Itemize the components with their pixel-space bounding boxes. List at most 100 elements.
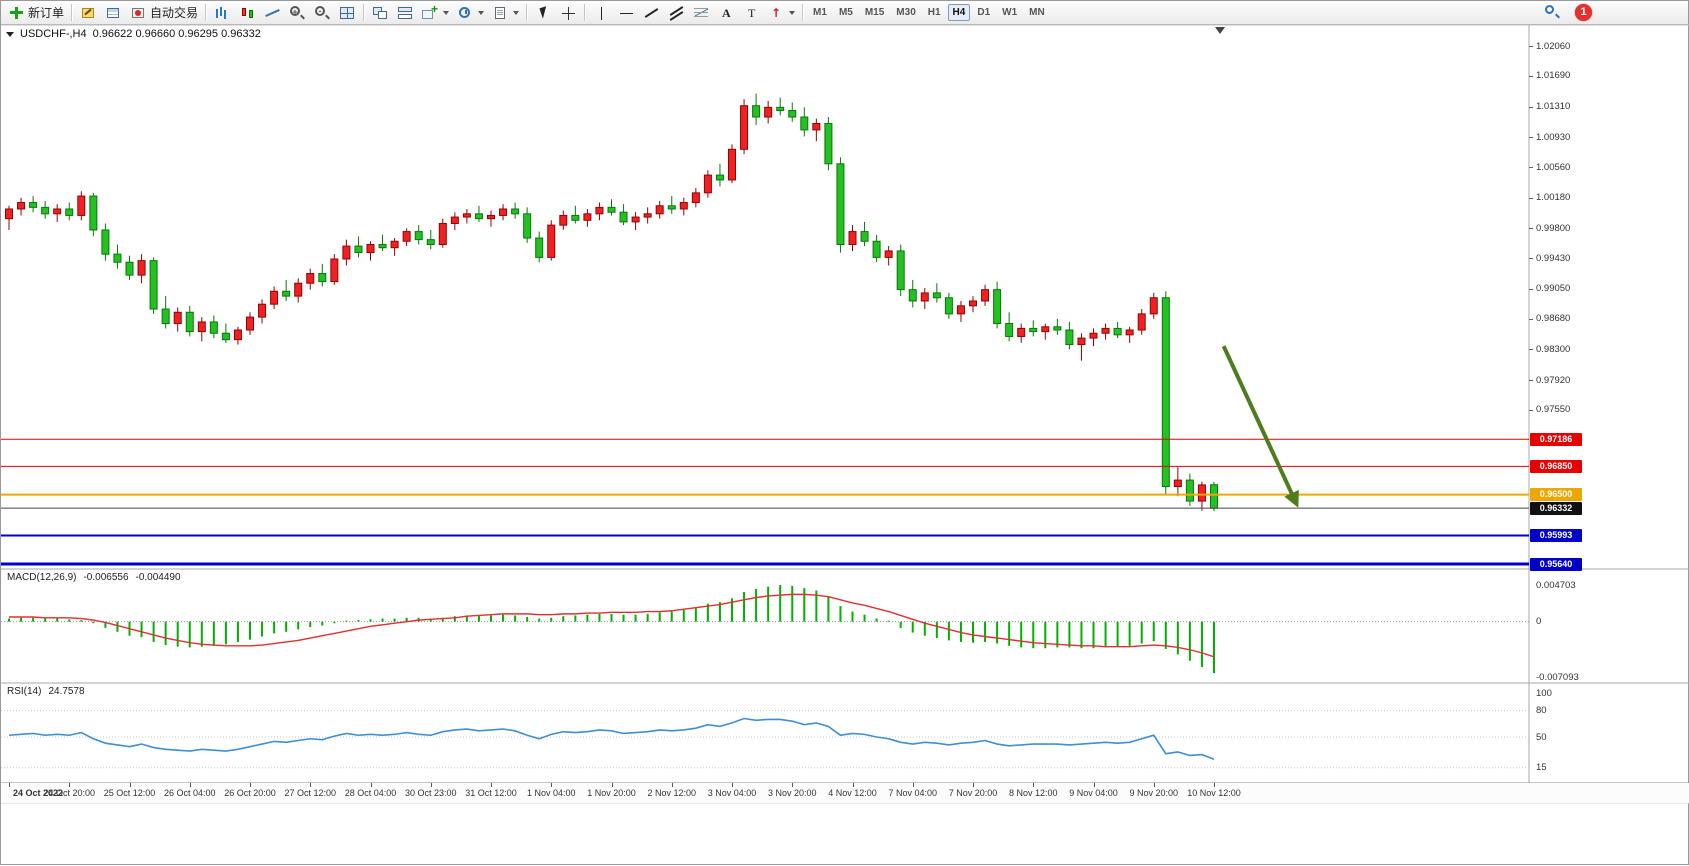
candle [679, 202, 688, 210]
bar-chart-button[interactable] [211, 3, 234, 23]
add-indicator-button[interactable] [419, 3, 452, 23]
time-axis-tick [370, 783, 372, 787]
candle [125, 261, 134, 276]
candle [812, 122, 821, 131]
templates-dropdown-icon[interactable] [513, 10, 520, 15]
add-indicator-dropdown-icon[interactable] [443, 10, 450, 15]
horizontal-line-tool-button[interactable] [615, 3, 638, 23]
timeframe-m30-button[interactable]: M30 [891, 4, 920, 21]
toolbar-separator [205, 4, 208, 21]
timeframe-m1-button[interactable]: M1 [808, 4, 832, 21]
trendline-tool-button[interactable] [640, 3, 663, 23]
timeframe-h4-button[interactable]: H4 [947, 4, 971, 21]
text-tool-button[interactable] [715, 3, 738, 23]
candle [209, 321, 218, 334]
period-selector-button[interactable] [454, 3, 487, 23]
candle [282, 290, 291, 297]
vertical-line-tool-button[interactable] [590, 3, 613, 23]
time-axis-tick [69, 783, 71, 787]
trend-arrow-annotation[interactable] [1221, 345, 1299, 508]
cascade-windows-button[interactable] [369, 3, 392, 23]
price-axis-tick [1529, 409, 1533, 411]
price-axis-tick [1529, 106, 1533, 108]
rsi-label: RSI(14) [7, 686, 42, 697]
time-axis-label: 8 Nov 12:00 [1008, 788, 1058, 798]
cursor-tool-button[interactable] [532, 3, 555, 23]
zoom-out-button[interactable] [311, 3, 334, 23]
time-axis-label: 26 Oct 20:00 [224, 788, 276, 798]
chart-menu-icon[interactable] [6, 31, 14, 37]
price-axis-tick [1529, 167, 1533, 169]
candle [65, 208, 74, 216]
timeframe-w1-button[interactable]: W1 [997, 4, 1022, 21]
candle [29, 202, 38, 208]
autotrading-button[interactable]: 自动交易 [127, 3, 201, 23]
candlestick-chart-icon [239, 5, 256, 21]
timeframe-m15-button[interactable]: M15 [860, 4, 889, 21]
toolbar-separator [526, 4, 529, 21]
symbol-period-label: USDCHF-,H4 [20, 28, 87, 40]
time-axis-label: 25 Oct 12:00 [103, 788, 156, 798]
macd-axis-label: 0 [1536, 616, 1542, 628]
time-axis-label: 1 Nov 20:00 [587, 788, 636, 798]
candle [583, 213, 592, 221]
candle [233, 329, 242, 341]
channel-tool-button[interactable] [665, 3, 688, 23]
add-indicator-icon [422, 3, 439, 21]
timeframe-d1-button[interactable]: D1 [972, 4, 995, 21]
candles-layer [5, 93, 1218, 512]
time-axis-label: 3 Nov 20:00 [767, 788, 817, 798]
new-order-button[interactable]: 新订单 [5, 3, 67, 23]
time-axis-label: 4 Nov 12:00 [828, 788, 877, 798]
time-axis[interactable]: 24 Oct 2022 24 Oct 20:00 25 Oct 12:00 26 Oc… [1, 783, 1689, 803]
candle [824, 122, 833, 165]
timeframe-m5-button[interactable]: M5 [834, 4, 858, 21]
arrows-tool-dropdown-icon[interactable] [789, 10, 796, 15]
price-axis-tick [1529, 228, 1533, 230]
new-order-label: 新订单 [28, 6, 65, 20]
time-axis-tick [1153, 783, 1155, 787]
data-window-button[interactable] [102, 3, 125, 23]
candle [1053, 326, 1062, 331]
candle [161, 308, 170, 325]
chart-shift-marker[interactable] [1215, 27, 1226, 34]
price-level-badge: 0.96500 [1530, 488, 1582, 502]
period-selector-dropdown-icon[interactable] [478, 10, 485, 15]
candle [1089, 332, 1098, 339]
label-tool-button[interactable] [740, 3, 763, 23]
templates-button[interactable] [489, 3, 522, 23]
candle [41, 206, 50, 215]
notification-badge[interactable]: 1 [1575, 3, 1592, 21]
time-axis-tick [1093, 783, 1095, 787]
new-order-icon [8, 5, 25, 21]
data-window-icon [105, 5, 122, 21]
channel-tool-icon [668, 5, 685, 21]
fibonacci-tool-button[interactable] [690, 3, 713, 23]
timeframe-mn-button[interactable]: MN [1024, 4, 1050, 21]
price-axis-label: 1.00180 [1536, 192, 1571, 204]
autotrading-label: 自动交易 [150, 6, 199, 20]
time-axis-tick [852, 783, 854, 787]
search-icon[interactable] [1543, 3, 1561, 21]
price-chart-canvas[interactable] [1, 24, 1689, 866]
candle [354, 245, 363, 254]
metaeditor-button[interactable] [77, 3, 100, 23]
candle [752, 105, 761, 118]
time-axis-label: 31 Oct 12:00 [465, 788, 517, 798]
time-axis-tick [9, 783, 10, 787]
toolbar-separator [802, 4, 805, 21]
crosshair-tool-button[interactable] [557, 3, 580, 23]
zoom-in-button[interactable] [286, 3, 309, 23]
candlestick-chart-button[interactable] [236, 3, 259, 23]
timeframe-h1-button[interactable]: H1 [923, 4, 946, 21]
arrange-charts-button[interactable] [394, 3, 417, 23]
time-axis-tick [250, 783, 251, 787]
time-axis-tick [1214, 783, 1215, 787]
candle [294, 282, 303, 297]
candle [776, 106, 785, 112]
price-axis[interactable]: 0.97186 0.96850 0.96500 0.96332 0.95993 0.956… [1529, 24, 1689, 803]
candle [474, 213, 483, 220]
line-chart-button[interactable] [261, 3, 284, 23]
tile-windows-button[interactable] [336, 3, 359, 23]
arrows-tool-button[interactable] [765, 3, 798, 23]
